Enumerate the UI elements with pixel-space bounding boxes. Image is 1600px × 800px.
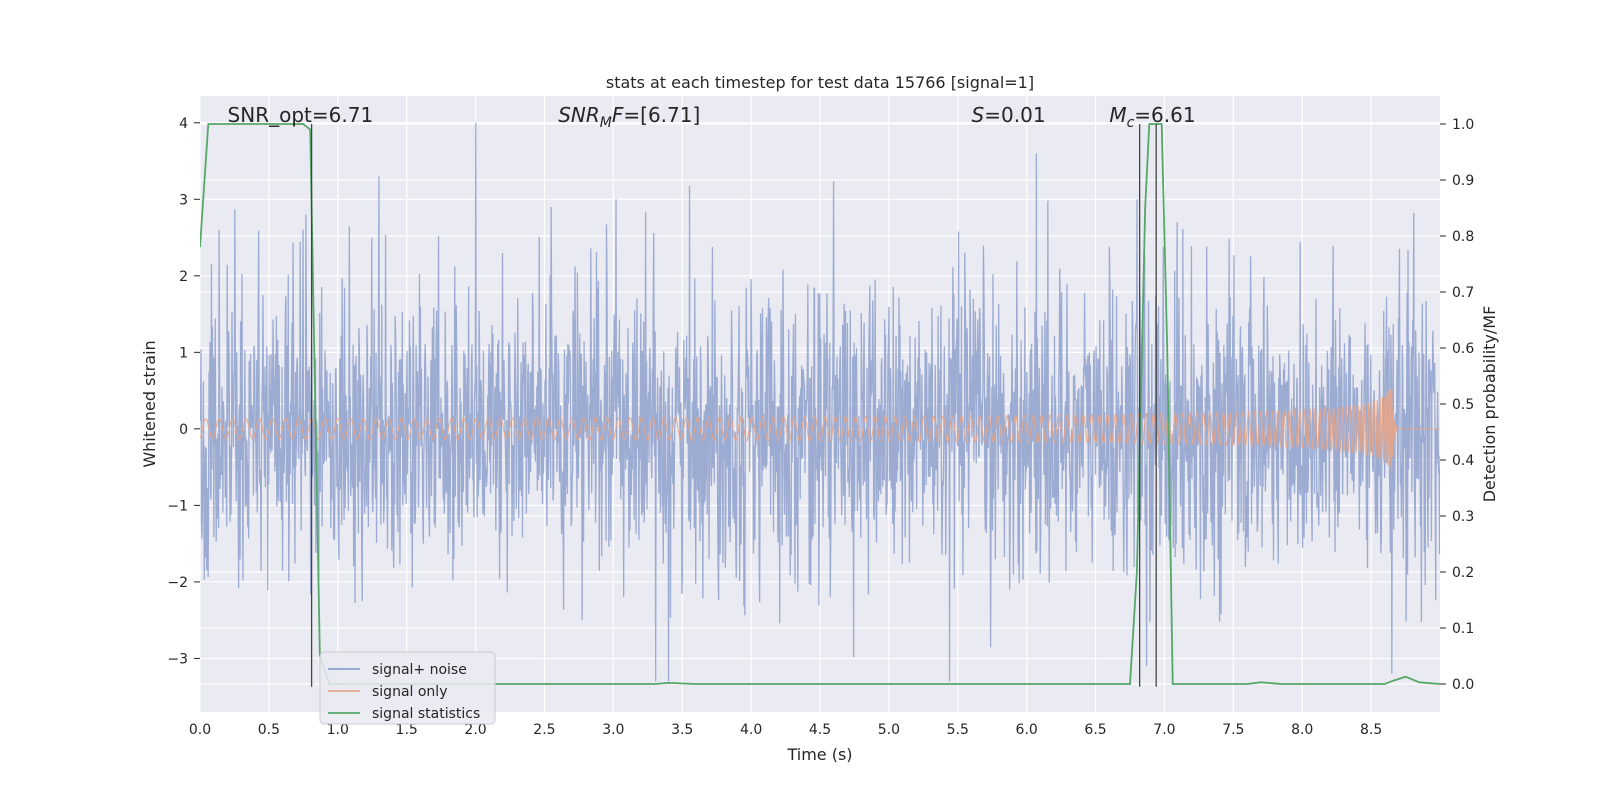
y-tick-label: −2	[167, 575, 188, 591]
x-tick-label: 7.5	[1222, 722, 1244, 738]
y2-tick-label: 0.5	[1452, 397, 1474, 413]
x-tick-label: 2.0	[464, 722, 486, 738]
x-tick-label: 3.5	[671, 722, 693, 738]
x-tick-label: 4.5	[809, 722, 831, 738]
x-tick-label: 5.0	[878, 722, 900, 738]
annotation-mc: Mc=6.61	[1109, 103, 1195, 131]
series-signal-noise-line	[200, 122, 1440, 682]
annotation-snr-opt: SNR_opt=6.71	[228, 103, 374, 127]
y-tick-label: 1	[179, 345, 188, 361]
legend-label: signal+ noise	[372, 662, 467, 678]
annotation-snr-mf: SNRMF=[6.71]	[558, 103, 700, 131]
x-tick-label: 6.0	[1016, 722, 1038, 738]
y-tick-label: −1	[167, 498, 188, 514]
y-tick-label: 3	[179, 192, 188, 208]
y2-tick-label: 1.0	[1452, 117, 1474, 133]
y-tick-label: 2	[179, 269, 188, 285]
y-axis-label: Whitened strain	[140, 340, 159, 467]
legend-box	[319, 651, 496, 725]
x-tick-label: 4.0	[740, 722, 762, 738]
x-tick-label: 8.5	[1360, 722, 1382, 738]
y2-tick-label: 0.6	[1452, 341, 1474, 357]
x-tick-label: 0.0	[189, 722, 211, 738]
ticks: 0.0 0.5 1.0 1.5 2.0 2.5 3.0 3.5 4.0 4.5 5.0 5.5 6.0 6…	[167, 116, 1474, 738]
chart-title: stats at each timestep for test data 157…	[606, 73, 1034, 92]
x-tick-label: 6.5	[1084, 722, 1106, 738]
series-signal-only-line	[200, 388, 1440, 472]
x-axis-label: Time (s)	[786, 745, 852, 764]
x-tick-label: 1.5	[396, 722, 418, 738]
x-tick-label: 5.5	[947, 722, 969, 738]
x-tick-label: 3.0	[602, 722, 624, 738]
y2-tick-label: 0.8	[1452, 229, 1474, 245]
y2-tick-label: 0.0	[1452, 677, 1474, 693]
y2-tick-label: 0.7	[1452, 285, 1474, 301]
y2-tick-label: 0.2	[1452, 565, 1474, 581]
plot-area	[200, 122, 1440, 687]
legend-label: signal statistics	[372, 706, 480, 722]
x-tick-label: 8.0	[1291, 722, 1313, 738]
x-tick-label: 1.0	[327, 722, 349, 738]
legend: signal+ noise signal only signal statistic…	[319, 651, 496, 725]
x-tick-label: 0.5	[258, 722, 280, 738]
y-tick-label: −3	[167, 651, 188, 667]
x-tick-label: 2.5	[533, 722, 555, 738]
annotations: SNR_opt=6.71 SNRMF=[6.71] S=0.01 Mc=6.61	[228, 103, 1196, 131]
legend-label: signal only	[372, 684, 447, 700]
y2-tick-label: 0.3	[1452, 509, 1474, 525]
series-signal-statistics-line	[200, 123, 1440, 685]
y2-tick-label: 0.4	[1452, 453, 1474, 469]
x-tick-label: 7.0	[1153, 722, 1175, 738]
y2-axis-label: Detection probability/MF	[1480, 306, 1499, 503]
annotation-s-stat: S=0.01	[972, 103, 1046, 127]
y-tick-label: 0	[179, 422, 188, 438]
y2-tick-label: 0.9	[1452, 173, 1474, 189]
y2-tick-label: 0.1	[1452, 621, 1474, 637]
y-tick-label: 4	[179, 116, 188, 132]
